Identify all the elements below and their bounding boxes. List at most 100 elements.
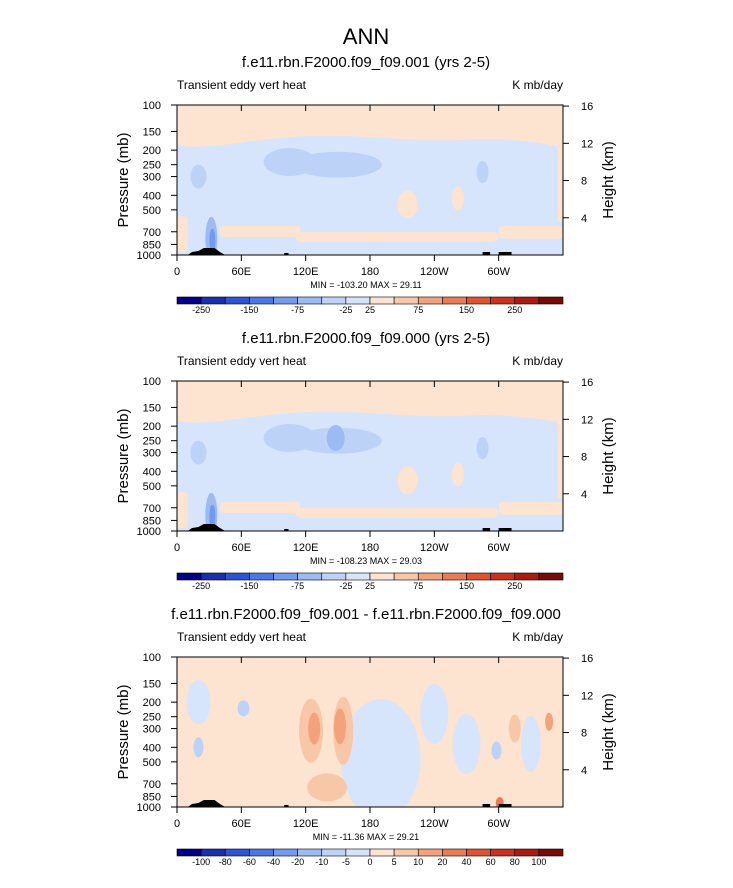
contour-positive-lower (219, 225, 301, 238)
y-tick-label: 150 (143, 126, 161, 138)
colorbar-swatch (345, 572, 371, 581)
colorbar-swatch (514, 296, 540, 305)
min-max-label: MIN = -108.23 MAX = 29.03 (310, 556, 422, 566)
colorbar-swatch (176, 572, 202, 581)
x-tick-label: 60W (487, 542, 510, 554)
colorbar-swatch (297, 572, 323, 581)
colorbar-swatch (273, 296, 298, 305)
y-right-axis-label: Height (km) (600, 693, 617, 771)
topography-south-america (498, 252, 512, 255)
colorbar-label: 150 (459, 581, 474, 591)
x-tick-label: 60E (232, 266, 252, 278)
topography-south-america (498, 528, 512, 531)
colorbar-swatch (490, 572, 516, 581)
colorbar-swatch (393, 572, 419, 581)
x-tick-label: 180 (361, 818, 379, 830)
y-tick-label: 300 (143, 448, 161, 460)
contour-negative-core (209, 504, 216, 529)
colorbar-swatch (369, 296, 395, 305)
contour-positive-lower (294, 507, 499, 519)
colorbar-swatch (224, 848, 250, 857)
panel-2: f.e11.rbn.F2000.f09_f09.000 (yrs 2-5) Tra… (115, 330, 617, 591)
colorbar-label: -250 (192, 305, 210, 315)
y-right-tick-label: 4 (581, 213, 587, 225)
colorbar-swatch (466, 296, 491, 305)
contour-positive-upper (177, 105, 563, 147)
contour-negative-core (209, 228, 216, 253)
panel-units-label: K mb/day (512, 354, 563, 368)
contour-negative-region (186, 680, 211, 725)
colorbar-label: -60 (243, 857, 256, 867)
contour-negative-core (190, 440, 207, 465)
topography-andes (482, 528, 491, 531)
panels: f.e11.rbn.F2000.f09_f09.001 (yrs 2-5) Tra… (115, 54, 617, 867)
y-right-tick-label: 16 (581, 653, 593, 665)
y-right-tick-label: 16 (581, 101, 593, 113)
contour-negative-core (491, 741, 502, 760)
panel-variable-label: Transient eddy vert heat (177, 630, 307, 644)
y-tick-label: 200 (143, 421, 161, 433)
colorbar-swatch (514, 848, 540, 857)
colorbar: -250 -150 -75 -25 25 75 150 250 (176, 296, 564, 315)
colorbar-swatch (393, 848, 419, 857)
contour-negative-region (420, 684, 449, 745)
y-tick-label: 200 (143, 697, 161, 709)
panel-1: f.e11.rbn.F2000.f09_f09.001 (yrs 2-5) Tra… (115, 54, 617, 315)
topography-africa (187, 800, 226, 807)
contour-positive-lower (397, 190, 418, 219)
x-tick-label: 120W (420, 542, 449, 554)
y-axis-label: Pressure (mb) (115, 132, 132, 227)
topography-africa (187, 524, 226, 531)
topography-indonesia (284, 805, 289, 807)
colorbar-label: -25 (339, 581, 352, 591)
colorbar-swatch (538, 572, 564, 581)
contour-positive-lower (177, 216, 188, 253)
y-tick-label: 400 (143, 190, 161, 202)
colorbar-swatch (200, 848, 226, 857)
y-tick-label: 250 (143, 436, 161, 448)
colorbar-swatch (176, 296, 202, 305)
panel-variable-label: Transient eddy vert heat (177, 354, 307, 368)
contour-positive-core (333, 708, 346, 745)
y-tick-label: 1000 (137, 250, 161, 262)
panel-3: f.e11.rbn.F2000.f09_f09.001 - f.e11.rbn.… (115, 606, 617, 867)
y-tick-label: 250 (143, 160, 161, 172)
y-right-tick-label: 12 (581, 414, 593, 426)
colorbar-swatch (466, 848, 491, 857)
x-tick-label: 120E (293, 818, 319, 830)
y-axis-label: Pressure (mb) (115, 684, 132, 779)
colorbar-swatch (200, 296, 226, 305)
panel-units-label: K mb/day (512, 78, 563, 92)
contour-positive-core (307, 773, 348, 802)
colorbar-swatch (273, 572, 298, 581)
colorbar-swatch (490, 296, 516, 305)
colorbar-label: 25 (365, 581, 375, 591)
colorbar-label: 250 (507, 305, 522, 315)
y-tick-label: 850 (143, 791, 161, 803)
colorbar-swatch (442, 296, 467, 305)
x-tick-label: 60W (487, 818, 510, 830)
colorbar-label: 10 (413, 857, 423, 867)
colorbar-label: -10 (315, 857, 328, 867)
contour-positive-lower (451, 186, 464, 211)
y-tick-label: 500 (143, 481, 161, 493)
contour-positive-lower (294, 231, 499, 243)
colorbar-label: 250 (507, 581, 522, 591)
x-tick-label: 120W (420, 818, 449, 830)
y-tick-label: 100 (143, 376, 161, 388)
contour-negative-core (476, 437, 489, 460)
contour-negative-core (476, 161, 489, 184)
colorbar-label: -25 (339, 305, 352, 315)
colorbar-label: -150 (240, 305, 258, 315)
topography-africa (187, 248, 226, 255)
y-right-tick-label: 4 (581, 489, 587, 501)
colorbar-label: 80 (510, 857, 520, 867)
y-tick-label: 700 (143, 227, 161, 239)
colorbar-swatch (249, 296, 274, 305)
colorbar-label: -75 (291, 305, 304, 315)
x-tick-label: 180 (361, 542, 379, 554)
panel-title: f.e11.rbn.F2000.f09_f09.001 - f.e11.rbn.… (171, 606, 561, 623)
colorbar-label: -20 (291, 857, 304, 867)
contour-positive-core (308, 712, 321, 745)
